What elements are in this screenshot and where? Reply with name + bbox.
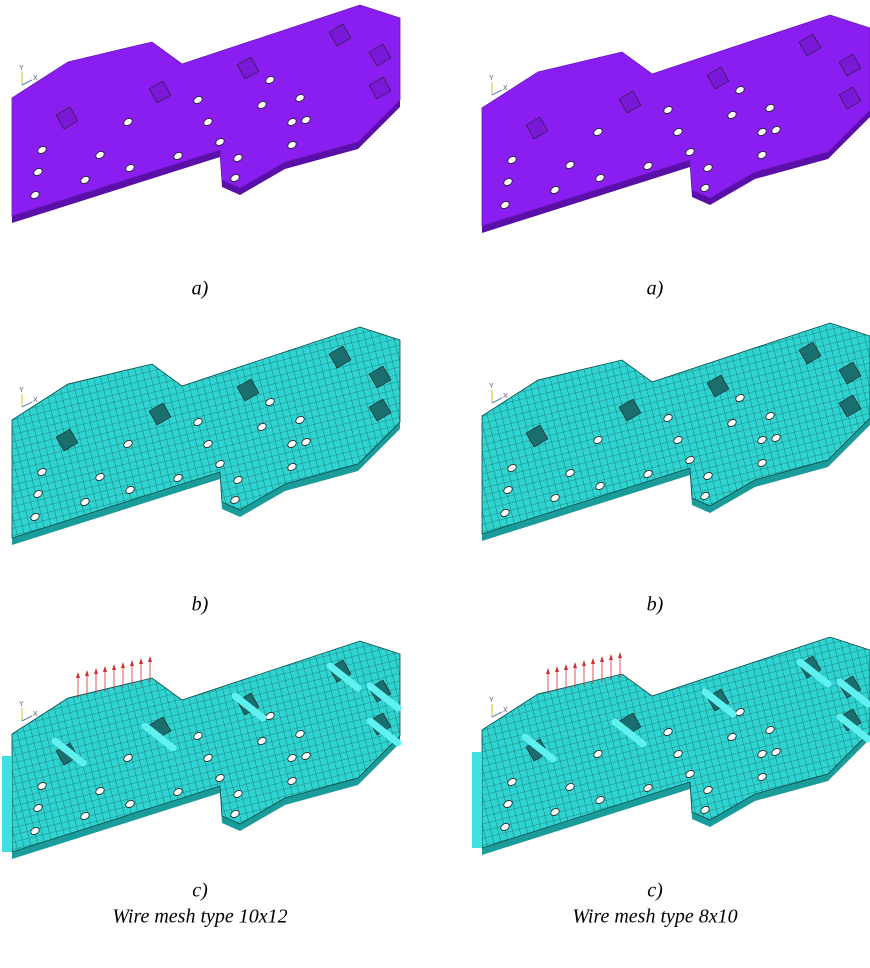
plate-panel: YX: [482, 323, 870, 541]
panel-label: a): [192, 278, 209, 300]
plate-panel: YX: [12, 5, 400, 223]
load-arrow-head: [600, 656, 604, 662]
triad-x: [492, 712, 502, 717]
triad-x: [492, 398, 502, 403]
load-arrow-head: [555, 666, 559, 672]
triad-y-label: Y: [489, 383, 494, 390]
load-arrow-head: [573, 662, 577, 668]
plate-panel: YX: [472, 637, 870, 855]
load-arrow-head: [148, 656, 152, 662]
triad-y-label: Y: [489, 75, 494, 82]
triad-x: [22, 402, 32, 407]
load-arrow-head: [130, 660, 134, 666]
load-arrow-head: [139, 658, 143, 664]
load-arrow-head: [85, 670, 89, 676]
triad-x: [492, 90, 502, 95]
figure: YXa)YXa)YXb)YXb)YXc)Wire mesh type 10x12…: [0, 0, 870, 968]
triad-x: [22, 80, 32, 85]
triad-y-label: Y: [19, 387, 24, 394]
panel-label: b): [647, 594, 664, 616]
load-arrow-head: [609, 654, 613, 660]
panel-label: c): [192, 880, 208, 902]
plate-panel: YX: [2, 641, 400, 859]
load-arrow-head: [94, 668, 98, 674]
triad-y-label: Y: [19, 701, 24, 708]
triad-x-label: X: [33, 397, 38, 404]
panel-caption: Wire mesh type 8x10: [572, 906, 737, 928]
load-arrow-head: [582, 660, 586, 666]
load-arrow-head: [618, 652, 622, 658]
load-arrow-head: [546, 668, 550, 674]
panel-label: a): [647, 278, 664, 300]
triad-x-label: X: [503, 707, 508, 714]
triad-x-label: X: [503, 85, 508, 92]
triad-x-label: X: [33, 711, 38, 718]
load-arrow-head: [76, 672, 80, 678]
triad-x-label: X: [33, 75, 38, 82]
load-arrow-head: [591, 658, 595, 664]
load-arrow-head: [103, 666, 107, 672]
load-arrow-head: [564, 664, 568, 670]
fixed-support: [2, 756, 12, 852]
plate-panel: YX: [12, 327, 400, 545]
triad-y-label: Y: [19, 65, 24, 72]
triad-y-label: Y: [489, 697, 494, 704]
triad-x: [22, 716, 32, 721]
panel-label: b): [192, 594, 209, 616]
panel-label: c): [647, 880, 663, 902]
triad-x-label: X: [503, 393, 508, 400]
load-arrow-head: [112, 664, 116, 670]
load-arrow-head: [121, 662, 125, 668]
fixed-support: [472, 752, 482, 848]
plate-panel: YX: [482, 15, 870, 233]
panel-caption: Wire mesh type 10x12: [112, 906, 287, 928]
